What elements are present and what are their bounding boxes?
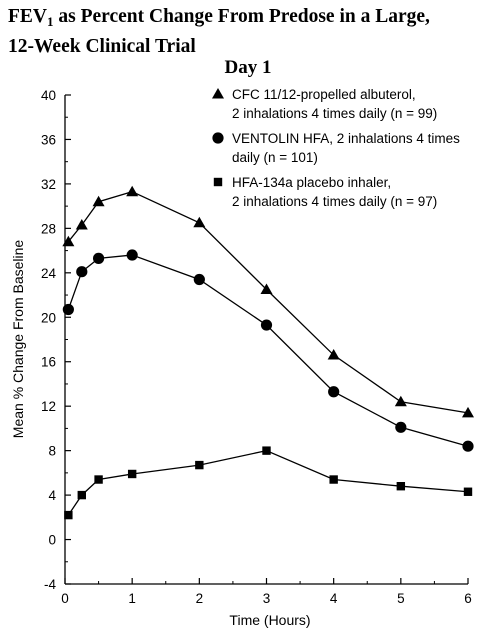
series-layer (62, 185, 474, 520)
y-tick-label: 4 (48, 488, 56, 503)
data-point-triangle (327, 349, 340, 360)
title-line2: 12-Week Clinical Trial (8, 36, 196, 57)
y-tick-label: 28 (41, 221, 56, 236)
y-axis-label: Mean % Change From Baseline (10, 240, 26, 439)
data-point-circle (126, 249, 138, 261)
series-line-circle (67, 254, 469, 447)
y-tick-label: 16 (41, 355, 56, 370)
data-point-circle (62, 303, 74, 316)
y-tick-label: 0 (48, 533, 56, 548)
legend-marker-square (213, 177, 223, 187)
legend-marker-circle (212, 132, 224, 144)
legend-label: 2 inhalations 4 times daily (n = 97) (232, 194, 437, 209)
y-tick-label: 20 (41, 310, 56, 325)
data-point-square (195, 460, 204, 470)
legend-label: CFC 11/12-propelled albuterol, (232, 87, 416, 102)
data-point-triangle (462, 406, 474, 418)
series-line-square (67, 449, 469, 516)
y-tick-label: 8 (48, 444, 56, 459)
legend-label: VENTOLIN HFA, 2 inhalations 4 times (232, 131, 460, 146)
data-point-triangle (394, 395, 407, 407)
title-line1: as Percent Change From Predose in a Larg… (53, 6, 430, 27)
x-tick-label: 2 (196, 591, 204, 606)
series-square (64, 446, 473, 520)
x-tick-label: 4 (330, 591, 338, 606)
data-point-square (94, 475, 103, 484)
data-point-triangle (193, 216, 206, 228)
data-point-circle (462, 440, 474, 452)
data-point-circle (92, 252, 105, 264)
y-tick-label: 32 (41, 177, 56, 192)
legend-label: daily (n = 101) (232, 150, 318, 165)
y-tick-label: 36 (41, 132, 56, 147)
x-axis-label: Time (Hours) (229, 612, 310, 628)
series-triangle (62, 185, 474, 418)
data-point-square (77, 490, 86, 500)
x-tick-label: 1 (128, 591, 136, 606)
data-point-triangle (126, 185, 139, 197)
data-point-square (329, 475, 338, 484)
series-line-triangle (67, 190, 469, 414)
legend: CFC 11/12-propelled albuterol, 2 inhalati… (212, 87, 460, 209)
y-tick-label: 12 (41, 399, 56, 414)
data-point-square (127, 469, 137, 479)
chart-title: FEV1 as Percent Change From Predose in a… (8, 4, 478, 59)
data-point-circle (328, 386, 340, 398)
data-point-circle (260, 319, 273, 331)
data-point-square (463, 487, 473, 496)
data-point-square (64, 510, 73, 520)
data-point-triangle (260, 283, 273, 294)
data-point-triangle (92, 195, 105, 207)
data-point-circle (395, 421, 407, 433)
series-circle (62, 249, 474, 452)
y-tick-label: 40 (41, 88, 56, 103)
legend-label: 2 inhalations 4 times daily (n = 99) (232, 106, 437, 121)
data-point-circle (76, 266, 88, 278)
chart-subtitle: Day 1 (224, 57, 272, 78)
x-tick-label: 6 (464, 591, 472, 606)
y-tick-label: 24 (41, 266, 57, 281)
x-tick-label: 5 (397, 591, 405, 606)
legend-marker-triangle (212, 88, 224, 99)
legend-label: HFA-134a placebo inhaler, (232, 175, 391, 190)
y-tick-label: -4 (44, 577, 56, 592)
data-point-triangle (75, 219, 88, 230)
data-point-square (396, 482, 406, 491)
x-tick-label: 0 (61, 591, 69, 606)
title-prefix: FEV (8, 6, 47, 27)
data-point-circle (193, 273, 205, 286)
data-point-square (262, 446, 271, 455)
x-tick-label: 3 (263, 591, 271, 606)
title-subscript: 1 (47, 14, 54, 29)
data-point-triangle (62, 235, 75, 247)
